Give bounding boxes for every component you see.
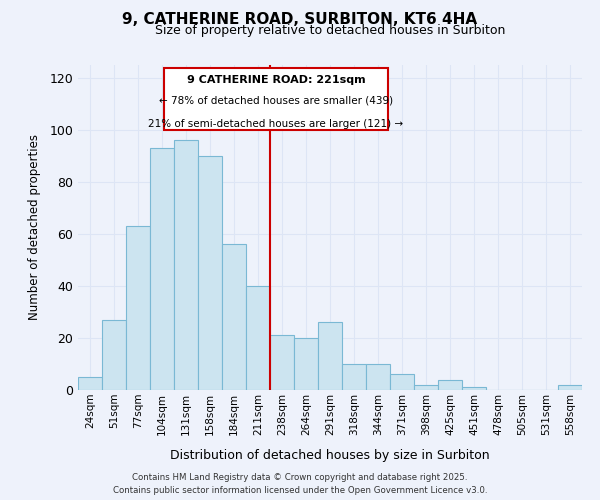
Bar [150,148,174,390]
Text: 9 CATHERINE ROAD: 221sqm: 9 CATHERINE ROAD: 221sqm [187,74,365,85]
Bar [414,385,438,390]
Title: Size of property relative to detached houses in Surbiton: Size of property relative to detached ho… [155,24,505,38]
X-axis label: Distribution of detached houses by size in Surbiton: Distribution of detached houses by size … [170,449,490,462]
Bar [198,156,222,390]
Bar [270,336,294,390]
Bar [222,244,246,390]
Bar [78,377,102,390]
Bar [126,226,150,390]
Bar [246,286,270,390]
Text: ← 78% of detached houses are smaller (439): ← 78% of detached houses are smaller (43… [159,96,393,106]
Bar [294,338,318,390]
Text: Contains HM Land Registry data © Crown copyright and database right 2025.
Contai: Contains HM Land Registry data © Crown c… [113,473,487,495]
Text: 9, CATHERINE ROAD, SURBITON, KT6 4HA: 9, CATHERINE ROAD, SURBITON, KT6 4HA [122,12,478,28]
Bar [438,380,462,390]
Y-axis label: Number of detached properties: Number of detached properties [28,134,41,320]
Bar [390,374,414,390]
Bar [342,364,366,390]
Bar [102,320,126,390]
Bar [558,385,582,390]
FancyBboxPatch shape [164,68,388,130]
Bar [318,322,342,390]
Bar [366,364,390,390]
Bar [462,388,486,390]
Bar [174,140,198,390]
Text: 21% of semi-detached houses are larger (121) →: 21% of semi-detached houses are larger (… [148,118,403,128]
